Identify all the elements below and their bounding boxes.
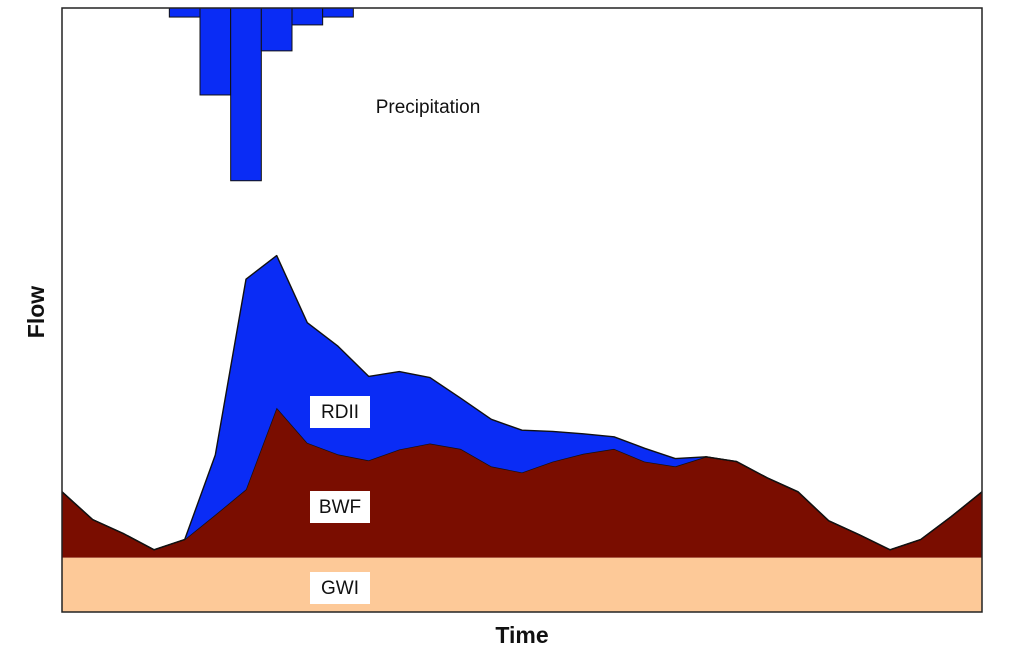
label-box bbox=[310, 572, 370, 604]
precipitation-bar bbox=[322, 7, 354, 18]
precipitation-bar bbox=[168, 7, 201, 18]
series-label: GWI bbox=[321, 578, 359, 599]
precipitation-bar bbox=[199, 7, 232, 96]
precipitation-bar bbox=[260, 7, 293, 52]
precipitation-bar bbox=[230, 7, 262, 182]
area bbox=[62, 557, 982, 612]
plot-area bbox=[61, 7, 983, 612]
label-box bbox=[310, 491, 370, 523]
series-label: BWF bbox=[319, 497, 361, 518]
area-outline bbox=[61, 254, 983, 551]
precipitation-bar bbox=[291, 7, 324, 26]
y-axis-label: Flow bbox=[23, 286, 49, 338]
plot-frame bbox=[61, 7, 983, 613]
x-axis-label: Time bbox=[495, 622, 548, 648]
label-box bbox=[310, 396, 370, 428]
area bbox=[62, 407, 982, 558]
precipitation-label: Precipitation bbox=[376, 97, 481, 118]
series-label: RDII bbox=[321, 402, 359, 423]
area bbox=[62, 255, 982, 550]
